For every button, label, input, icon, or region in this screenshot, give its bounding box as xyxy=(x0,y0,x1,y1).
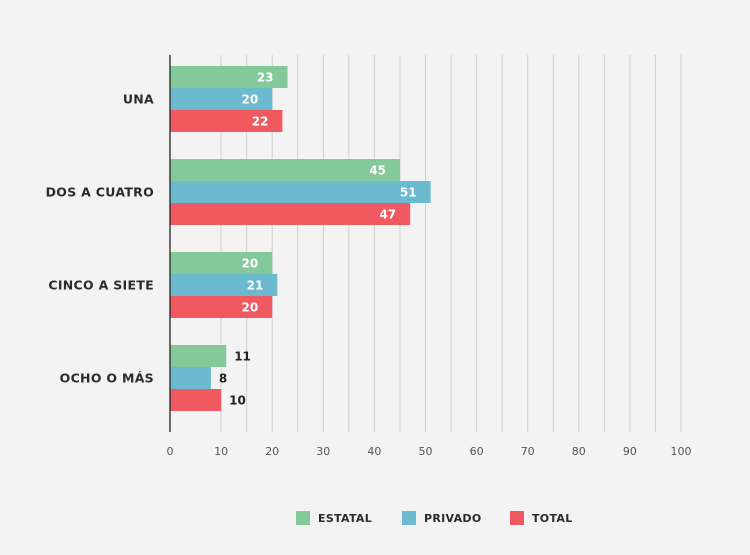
bar-value-label: 45 xyxy=(369,164,386,178)
bar-value-label: 51 xyxy=(400,186,417,200)
legend-swatch xyxy=(402,511,416,525)
x-axis-tick-labels: 0 10 20 30 40 50 60 70 80 90 100 xyxy=(167,445,692,458)
category-label: DOS A CUATRO xyxy=(46,185,154,200)
x-tick-label: 10 xyxy=(214,445,228,458)
bar-total xyxy=(170,203,411,225)
x-tick-label: 90 xyxy=(623,445,637,458)
bar-estatal xyxy=(170,345,227,367)
legend-label: PRIVADO xyxy=(424,512,482,525)
bar-privado xyxy=(170,274,278,296)
x-tick-label: 70 xyxy=(521,445,535,458)
x-tick-label: 40 xyxy=(367,445,381,458)
legend: ESTATAL PRIVADO TOTAL xyxy=(296,511,573,525)
bar-total xyxy=(170,110,283,132)
bar-value-label: 8 xyxy=(219,372,227,386)
bar-value-label: 21 xyxy=(247,279,264,293)
legend-swatch xyxy=(510,511,524,525)
x-tick-label: 60 xyxy=(470,445,484,458)
x-tick-label: 50 xyxy=(419,445,433,458)
bar-value-label: 11 xyxy=(234,350,251,364)
bar-estatal xyxy=(170,252,273,274)
bar-value-label: 20 xyxy=(241,93,258,107)
bar-value-label: 20 xyxy=(241,257,258,271)
grid-lines xyxy=(220,55,682,432)
bar-value-label: 22 xyxy=(252,115,269,129)
legend-swatch xyxy=(296,511,310,525)
bar-value-label: 47 xyxy=(379,208,396,222)
bar-estatal xyxy=(170,159,400,181)
category-labels: UNA DOS A CUATRO CINCO A SIETE OCHO O MÁS xyxy=(46,92,154,386)
legend-label: ESTATAL xyxy=(318,512,372,525)
category-label: UNA xyxy=(123,92,154,107)
bar-value-label: 20 xyxy=(241,301,258,315)
bar-total xyxy=(170,389,222,411)
bar-privado xyxy=(170,367,211,389)
category-label: OCHO O MÁS xyxy=(60,371,154,386)
bar-total xyxy=(170,296,273,318)
bar-value-label: 23 xyxy=(257,71,274,85)
legend-label: TOTAL xyxy=(532,512,573,525)
x-tick-label: 80 xyxy=(572,445,586,458)
x-tick-label: 100 xyxy=(671,445,692,458)
category-label: CINCO A SIETE xyxy=(48,278,154,293)
bar-privado xyxy=(170,181,431,203)
bars-group xyxy=(170,66,431,411)
bar-privado xyxy=(170,88,273,110)
x-tick-label: 30 xyxy=(316,445,330,458)
x-tick-label: 0 xyxy=(167,445,174,458)
bar-estatal xyxy=(170,66,288,88)
value-labels: 23 20 22 45 51 47 20 21 20 11 810 xyxy=(219,71,417,408)
bar-value-label: 10 xyxy=(229,394,246,408)
x-tick-label: 20 xyxy=(265,445,279,458)
